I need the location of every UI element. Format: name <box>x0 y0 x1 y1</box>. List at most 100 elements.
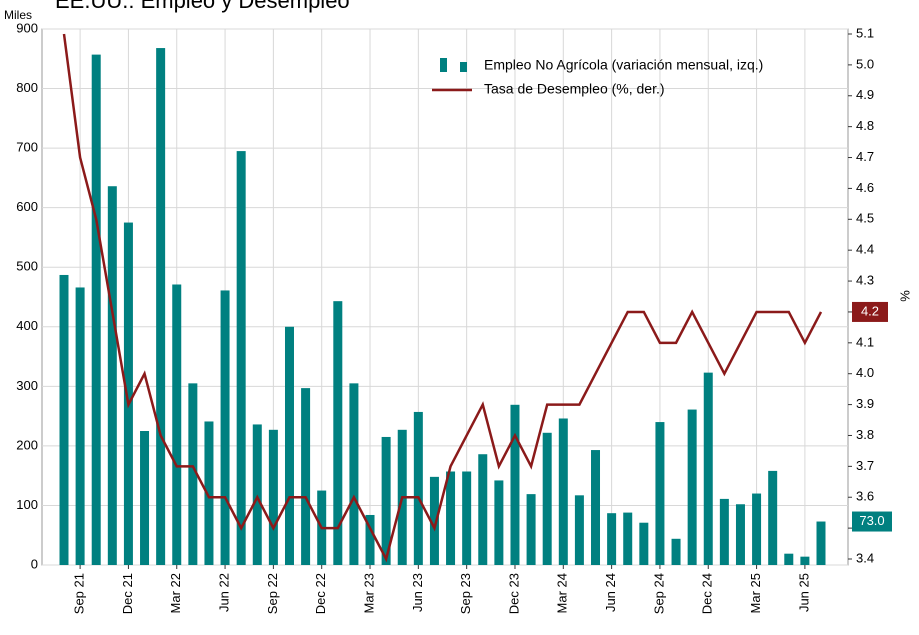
bar <box>735 504 745 565</box>
bar <box>703 372 713 565</box>
y2-tick-label: 4.0 <box>856 365 874 380</box>
chart-title: EE.UU.: Empleo y Desempleo <box>55 0 350 13</box>
bar <box>123 222 133 566</box>
x-tick-label: Jun 23 <box>410 573 425 612</box>
y2-tick-label: 3.9 <box>856 396 874 411</box>
x-tick-label: Mar 23 <box>361 573 376 613</box>
bar <box>687 409 697 565</box>
y-tick-label: 900 <box>16 20 38 35</box>
bar <box>784 553 794 565</box>
x-tick-label: Jun 22 <box>217 573 232 612</box>
bar <box>172 284 182 565</box>
y2-tick-label: 3.7 <box>856 458 874 473</box>
y2-axis-label: % <box>897 290 912 302</box>
bar <box>301 388 311 565</box>
x-tick-label: Mar 25 <box>748 573 763 613</box>
y-tick-label: 0 <box>31 556 38 571</box>
bar <box>510 404 520 565</box>
y2-tick-label: 4.1 <box>856 334 874 349</box>
y2-tick-label: 5.1 <box>856 25 874 40</box>
line <box>62 33 823 563</box>
bar <box>220 290 230 565</box>
x-tick-label: Sep 22 <box>265 573 280 614</box>
last-value-box <box>852 511 892 532</box>
y2-tick-label: 4.8 <box>856 118 874 133</box>
bar <box>284 326 294 565</box>
bar <box>526 494 536 565</box>
bar <box>413 411 423 565</box>
bar <box>591 450 601 565</box>
y-tick-label: 200 <box>16 437 38 452</box>
x-tick-label: Dec 24 <box>700 573 715 614</box>
bar <box>462 471 472 565</box>
bar <box>607 513 617 565</box>
bar <box>59 274 69 565</box>
y2-tick-label: 3.4 <box>856 550 874 565</box>
x-tick-label: Dec 23 <box>506 573 521 614</box>
y2-tick-label: 4.3 <box>856 272 874 287</box>
y2-tick-label: 4.5 <box>856 211 874 226</box>
x-tick-label: Jun 24 <box>603 573 618 612</box>
bar <box>671 538 681 565</box>
bar <box>800 556 810 565</box>
y-tick-label: 800 <box>16 80 38 95</box>
legend-label: Tasa de Desempleo (%, der.) <box>484 81 665 97</box>
x-tick-label: Sep 21 <box>72 573 87 614</box>
bar <box>188 383 198 565</box>
bar <box>204 421 214 565</box>
y2-tick-label: 3.8 <box>856 427 874 442</box>
last-value-label: 4.2 <box>861 303 879 318</box>
legend-label: Empleo No Agrícola (variación mensual, i… <box>484 57 763 73</box>
last-value-box <box>852 301 888 322</box>
bar <box>381 436 391 565</box>
bar <box>752 493 762 565</box>
bar <box>91 54 101 566</box>
y2-tick-label: 4.6 <box>856 180 874 195</box>
x-tick-label: Jun 25 <box>796 573 811 612</box>
bar <box>719 498 729 565</box>
bar <box>236 151 246 566</box>
legend-swatch <box>460 62 467 72</box>
y-tick-label: 700 <box>16 140 38 155</box>
x-tick-label: Mar 22 <box>168 573 183 613</box>
y-tick-label: 500 <box>16 259 38 274</box>
bar <box>639 522 649 565</box>
bar <box>574 495 584 565</box>
bar <box>107 186 117 565</box>
y2-tick-label: 4.9 <box>856 87 874 102</box>
y2-tick-label: 5.0 <box>856 56 874 71</box>
bar <box>446 471 456 565</box>
y-axis-label: Miles <box>4 8 32 22</box>
y2-tick-label: 3.6 <box>856 489 874 504</box>
bar <box>349 383 359 565</box>
x-tick-label: Sep 24 <box>651 573 666 614</box>
bar <box>558 418 568 565</box>
bar <box>542 432 552 565</box>
y-tick-label: 100 <box>16 497 38 512</box>
bar <box>494 480 504 565</box>
y-tick-label: 600 <box>16 199 38 214</box>
bar <box>140 431 150 565</box>
y2-tick-label: 4.4 <box>856 242 874 257</box>
x-tick-label: Sep 23 <box>458 573 473 614</box>
x-tick-label: Dec 22 <box>313 573 328 614</box>
bar <box>365 514 375 565</box>
y-tick-label: 400 <box>16 318 38 333</box>
bar <box>333 301 343 565</box>
bar <box>655 422 665 565</box>
bar <box>268 429 278 565</box>
bar <box>478 454 488 565</box>
last-value-label: 73.0 <box>859 513 884 528</box>
y2-tick-label: 4.7 <box>856 149 874 164</box>
legend-swatch <box>440 58 447 72</box>
bar <box>816 521 826 565</box>
x-tick-label: Dec 21 <box>120 573 135 614</box>
bar <box>623 512 633 565</box>
bar <box>429 476 439 565</box>
y-tick-label: 300 <box>16 378 38 393</box>
bar <box>768 470 778 565</box>
x-tick-label: Mar 24 <box>555 573 570 613</box>
bar <box>75 287 85 565</box>
bar <box>156 48 166 565</box>
